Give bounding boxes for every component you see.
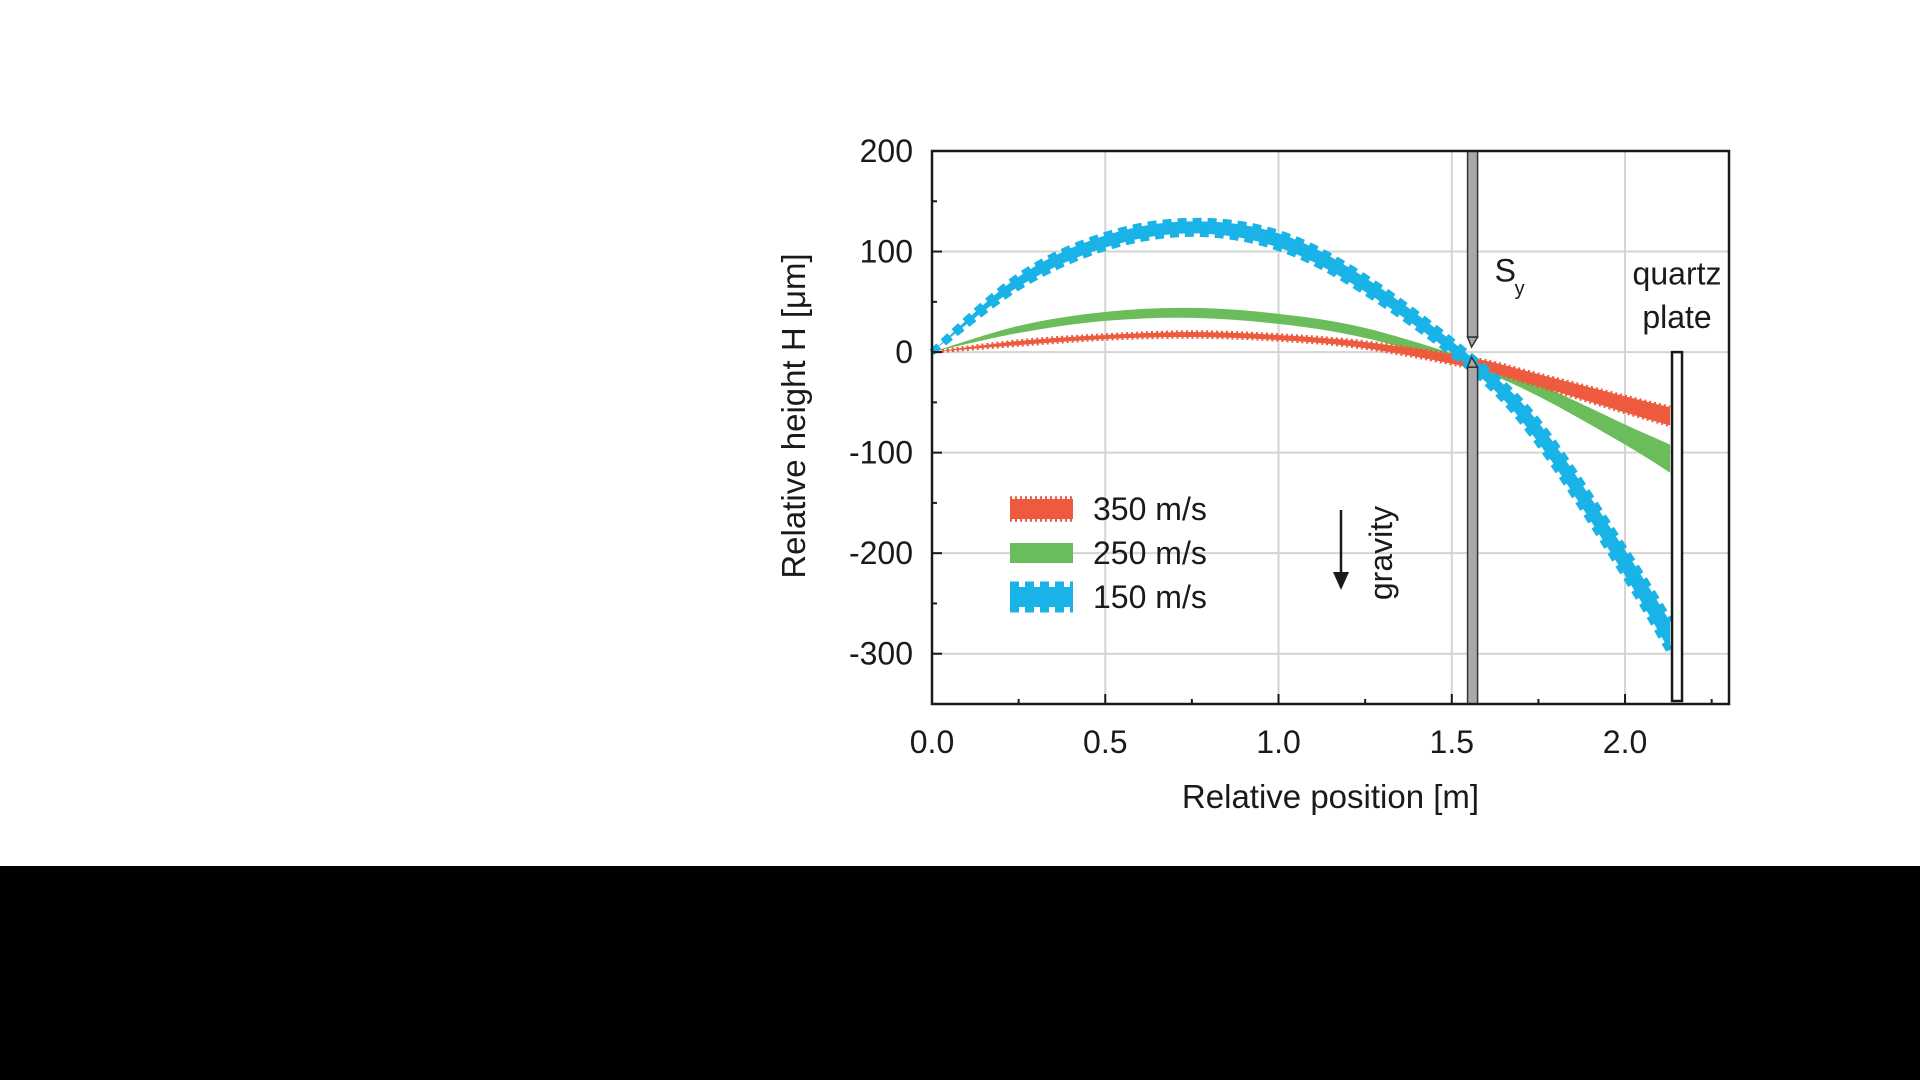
- gravity-label: gravity: [1363, 506, 1399, 600]
- gravity-arrow-head: [1333, 572, 1349, 590]
- slit-lower-tip: [1466, 355, 1479, 368]
- x-tick-label: 1.0: [1256, 724, 1300, 760]
- x-tick-label: 0.0: [910, 724, 954, 760]
- slit-upper-tip: [1466, 336, 1479, 349]
- y-tick-label: 100: [860, 234, 913, 270]
- plot-frame: [930, 149, 1731, 706]
- slit-lower-jaw: [1466, 366, 1479, 705]
- legend-item: 350 m/s: [1010, 491, 1207, 527]
- y-tick-label: 0: [895, 334, 913, 370]
- y-tick-label: -300: [849, 636, 913, 672]
- x-tick-label: 0.5: [1083, 724, 1127, 760]
- bottom-black-band: [0, 866, 1920, 1080]
- slit-label-subscript: y: [1515, 278, 1525, 300]
- legend: 350 m/s 250 m/s 150 m/s: [1010, 491, 1207, 615]
- series-upper-edge: [931, 330, 1671, 410]
- plate-label-line1: quartz: [1633, 256, 1722, 292]
- slit-label: S: [1495, 253, 1516, 289]
- legend-item: 250 m/s: [1010, 535, 1207, 571]
- legend-swatch: [1010, 499, 1073, 519]
- quartz-plate: [1670, 350, 1684, 703]
- series-lower-edge: [929, 229, 1674, 654]
- series-lower-edge: [931, 335, 1671, 428]
- legend-label: 350 m/s: [1093, 491, 1207, 527]
- y-tick-label: -100: [849, 435, 913, 471]
- y-tick-label: 200: [860, 133, 913, 169]
- series-150ms-band: [929, 217, 1674, 654]
- legend-swatch: [1010, 587, 1073, 607]
- legend-label: 150 m/s: [1093, 579, 1207, 615]
- x-tick-label: 2.0: [1603, 724, 1647, 760]
- series-bands: [929, 217, 1674, 654]
- legend-label: 250 m/s: [1093, 535, 1207, 571]
- legend-item: 150 m/s: [1010, 579, 1207, 615]
- y-tick-label: -200: [849, 535, 913, 571]
- y-axis-label: Relative height H [μm]: [775, 253, 812, 578]
- plate-label-line2: plate: [1642, 299, 1711, 335]
- x-tick-label: 1.5: [1430, 724, 1474, 760]
- axes-layer: 0.0 0.5 1.0 1.5 2.0 200 100 0 -100 -200 -300 Relati…: [775, 133, 1731, 815]
- x-axis-label: Relative position [m]: [1182, 778, 1479, 815]
- slit-upper-jaw: [1466, 150, 1479, 338]
- series-upper-edge: [929, 217, 1674, 624]
- series-350ms-band: [931, 330, 1671, 428]
- annotation-layer: Sy quartz plate gravity: [1333, 150, 1722, 705]
- legend-swatch: [1010, 543, 1073, 563]
- series-band-fill: [932, 332, 1671, 426]
